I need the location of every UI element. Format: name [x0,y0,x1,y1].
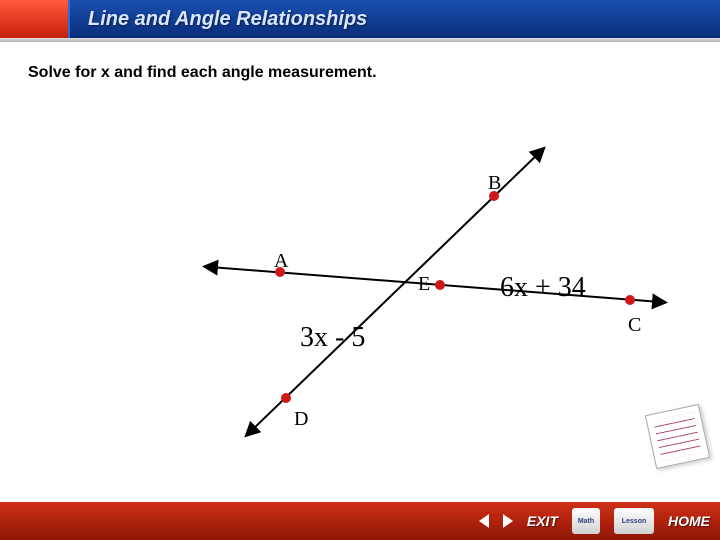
geometry-diagram: A B C D E 3x - 5 6x + 34 [180,112,680,452]
point-label-d: D [294,408,308,431]
angle-expression-2: 6x + 34 [500,272,586,304]
footer-bar: EXIT Math Lesson HOME [0,502,720,540]
triangle-left-icon [479,514,489,528]
home-button[interactable]: HOME [668,513,710,529]
triangle-right-icon [503,514,513,528]
lesson-resources-button[interactable]: Lesson [614,508,654,534]
exit-button[interactable]: EXIT [527,513,558,529]
angle-expression-1: 3x - 5 [300,322,365,354]
lesson-badge [0,0,70,38]
math-online-label: Math [578,518,594,525]
point-label-e: E [418,273,430,296]
math-online-button[interactable]: Math [572,508,600,534]
content-area: Solve for x and find each angle measurem… [0,42,720,502]
header-bar: Line and Angle Relationships [0,0,720,38]
nav-prev-button[interactable] [479,514,489,528]
point-label-a: A [274,250,288,273]
header-title: Line and Angle Relationships [88,8,367,31]
nav-next-button[interactable] [503,514,513,528]
point-label-c: C [628,314,641,337]
lesson-resources-label: Lesson [622,518,647,525]
point-label-b: B [488,172,501,195]
standards-paper-icon[interactable] [645,404,710,469]
instruction-text: Solve for x and find each angle measurem… [28,64,377,82]
